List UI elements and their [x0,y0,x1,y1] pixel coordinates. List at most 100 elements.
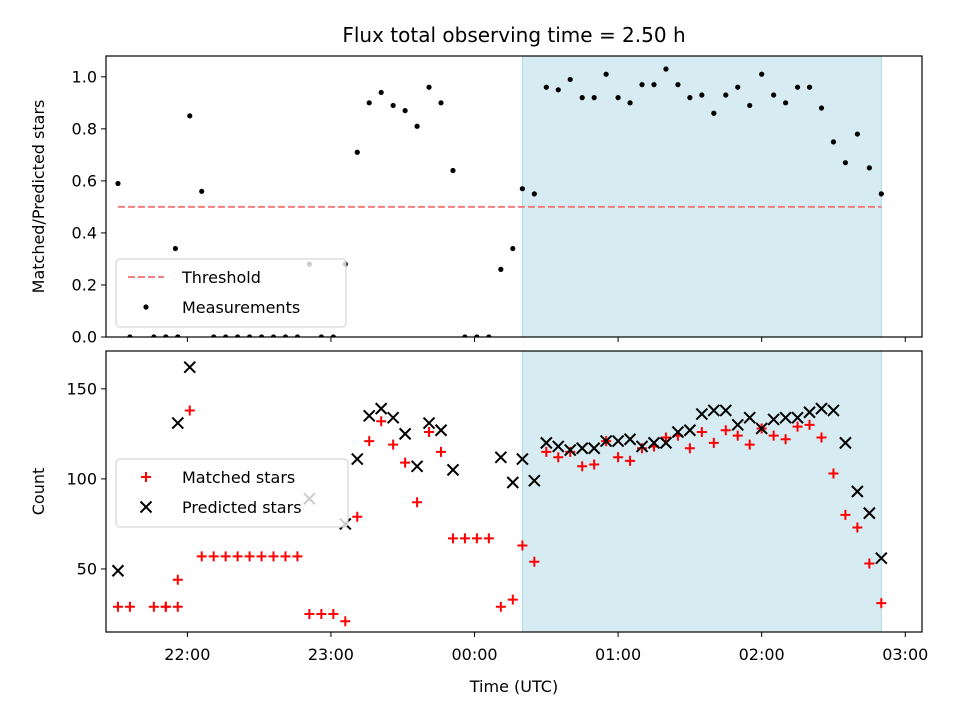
measurement-point [519,186,525,192]
predicted-star-point [647,436,661,450]
measurement-point [294,334,301,337]
matched-star-point [696,427,707,438]
predicted-star-point [683,424,697,437]
legend-label: Matched stars [182,468,295,487]
measurement-point [270,334,277,337]
predicted-star-point [446,463,460,477]
predicted-star-point [851,485,864,498]
matched-star-point [744,439,755,450]
measurement-point [711,110,717,116]
plot-frame [105,55,923,338]
matched-star-point [613,452,624,463]
measurement-point [794,84,801,90]
x-tick-label: 22:00 [164,645,210,664]
measurement-point [651,82,657,88]
measurement-point [543,84,549,90]
y-tick-label: 100 [66,469,97,488]
legend-box [115,258,347,328]
measurement-point [615,95,621,101]
matched-star-point [684,443,695,454]
measurement-point [438,100,444,106]
measurement-point [567,76,573,83]
measurement-point [639,82,645,88]
measurement-point [462,334,468,337]
x-axis-label: Time (UTC) [469,677,558,696]
matched-star-point [244,551,255,562]
predicted-star-point [791,411,804,424]
measurement-point [402,108,408,114]
predicted-star-point [839,436,852,450]
predicted-star-point [410,460,424,473]
predicted-star-point [803,406,816,419]
predicted-star-point [183,361,196,374]
matched-star-point [625,455,636,466]
legend-matched-swatch [141,472,151,482]
measurement-point [187,113,193,119]
matched-star-point [328,608,339,619]
y-tick-label: 1.0 [72,67,97,86]
matched-star-point [840,509,851,520]
legend-label: Threshold [181,268,261,287]
y-axis-label: Matched/Predicted stars [29,100,48,294]
predicted-star-point [779,411,792,424]
predicted-star-point [599,434,613,448]
measurement-point [246,334,253,337]
measurement-point [426,84,432,90]
y-tick-label: 150 [66,379,97,398]
matched-star-point [495,601,506,612]
measurement-point [366,100,372,106]
predicted-star-point [386,411,400,424]
matched-star-point [340,616,351,627]
measurement-point [211,334,217,337]
y-tick-label: 0.8 [72,119,97,138]
measurement-point [414,123,420,129]
matched-star-point [483,533,494,544]
measurement-point [450,167,456,174]
measurement-point [866,165,872,171]
predicted-star-point [635,440,649,453]
predicted-star-point [363,409,376,423]
legend-label: Measurements [182,298,300,317]
predicted-star-point [564,443,577,457]
data-marks [115,66,884,337]
x-tick-label: 01:00 [595,645,641,664]
matched-star-point [184,405,195,416]
measurement-point [579,95,585,101]
predicted-star-point [695,407,709,421]
measurement-point [474,334,480,337]
measurement-point [258,334,265,337]
matched-star-point [172,601,183,612]
matched-star-point [471,533,482,544]
measurement-point [354,149,360,155]
matched-star-point [148,601,159,612]
measurement-point [663,66,669,72]
measurement-point [842,160,849,166]
predicted-star-point [552,440,565,453]
measurement-point [878,191,884,197]
legend: Threshold Measurements [115,258,347,328]
measurement-point [175,334,181,337]
x-tick-label: 02:00 [739,645,785,664]
measurement-point [591,95,597,101]
matched-star-point [196,551,207,562]
legend-box [115,458,349,528]
matched-star-point [208,551,219,562]
measurement-point [675,82,681,88]
shaded-region [521,350,882,633]
measurement-point [127,334,133,337]
series-dot [115,66,884,337]
matched-star-point [304,608,315,619]
legend: Matched stars Predicted stars [115,458,349,528]
plot-frame [105,350,923,633]
matched-star-point [388,439,399,450]
matched-star-point [565,446,576,457]
matched-star-point [160,601,171,612]
predicted-star-point [398,427,412,441]
top-panel: 0.0 0.2 0.4 0.6 0.8 1.0 Matched/Predicted star… [29,55,923,347]
predicted-star-point [171,416,184,430]
predicted-star-point [111,564,125,577]
measurement-point [854,131,860,137]
matched-star-point [316,608,327,619]
matched-star-point [804,419,815,430]
